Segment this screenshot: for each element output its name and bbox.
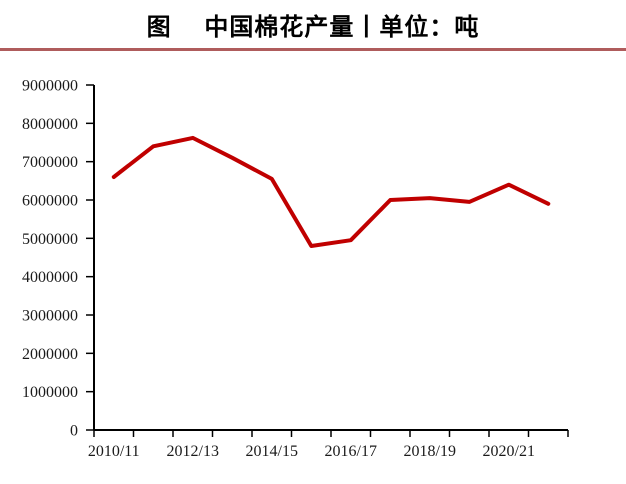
y-axis-label: 7000000 bbox=[22, 154, 78, 171]
y-axis-label: 2000000 bbox=[22, 346, 78, 363]
y-axis-label: 9000000 bbox=[22, 78, 78, 95]
y-axis-label: 3000000 bbox=[22, 308, 78, 325]
y-axis-label: 6000000 bbox=[22, 193, 78, 210]
x-axis-label: 2016/17 bbox=[325, 443, 377, 460]
chart-header: 图 中国棉花产量丨单位：吨 bbox=[0, 0, 626, 48]
title-underline bbox=[0, 48, 626, 51]
x-axis-label: 2018/19 bbox=[404, 443, 456, 460]
x-axis-label: 2010/11 bbox=[88, 443, 140, 460]
x-axis-label: 2020/21 bbox=[483, 443, 535, 460]
y-axis-label: 8000000 bbox=[22, 116, 78, 133]
production-line-series bbox=[111, 135, 551, 248]
y-axis-label: 4000000 bbox=[22, 269, 78, 286]
x-axis-label: 2012/13 bbox=[167, 443, 219, 460]
y-axis-label: 0 bbox=[70, 423, 78, 440]
chart-title: 图 中国棉花产量丨单位：吨 bbox=[146, 14, 480, 41]
y-axis-label: 5000000 bbox=[22, 231, 78, 248]
y-axis-label: 1000000 bbox=[22, 384, 78, 401]
x-axis-label: 2014/15 bbox=[246, 443, 298, 460]
